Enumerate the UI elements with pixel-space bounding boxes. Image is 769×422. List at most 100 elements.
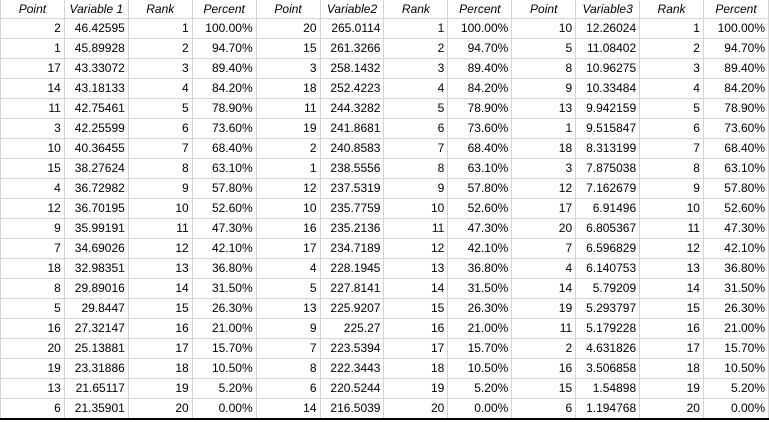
cell-point-2[interactable]: 2 [256,138,321,159]
cell-percent-3[interactable]: 68.40% [703,138,769,159]
cell-point-2[interactable]: 8 [256,358,321,379]
cell-percent-2[interactable]: 57.80% [447,178,513,199]
cell-rank-3[interactable]: 14 [639,278,704,299]
cell-variable-1[interactable]: 34.69026 [64,238,129,259]
cell-percent-1[interactable]: 15.70% [192,338,257,359]
cell-rank-1[interactable]: 5 [128,98,193,119]
cell-percent-1[interactable]: 78.90% [192,98,257,119]
cell-variable-3[interactable]: 5.79209 [575,278,641,299]
cell-rank-1[interactable]: 20 [128,398,193,420]
header-point-3[interactable]: Point [511,0,577,19]
cell-percent-2[interactable]: 47.30% [447,218,513,239]
cell-variable-3[interactable]: 8.313199 [575,138,641,159]
cell-percent-1[interactable]: 89.40% [192,58,257,79]
header-percent-2[interactable]: Percent [447,0,513,19]
cell-variable-3[interactable]: 7.875038 [575,158,641,179]
header-rank-2[interactable]: Rank [383,0,449,19]
cell-variable-3[interactable]: 10.96275 [575,58,641,79]
cell-point-1[interactable]: 5 [0,298,65,319]
cell-rank-2[interactable]: 4 [383,78,449,99]
cell-rank-2[interactable]: 19 [383,378,449,399]
cell-point-1[interactable]: 4 [0,178,65,199]
cell-point-2[interactable]: 9 [256,318,321,339]
cell-rank-1[interactable]: 4 [128,78,193,99]
cell-point-1[interactable]: 10 [0,138,65,159]
cell-percent-3[interactable]: 21.00% [703,318,769,339]
header-rank-3[interactable]: Rank [639,0,704,19]
cell-variable-3[interactable]: 6.91496 [575,198,641,219]
cell-percent-1[interactable]: 42.10% [192,238,257,259]
cell-variable-2[interactable]: 235.2136 [320,218,385,239]
cell-variable-1[interactable]: 43.33072 [64,58,129,79]
cell-variable-2[interactable]: 237.5319 [320,178,385,199]
cell-variable-1[interactable]: 23.31886 [64,358,129,379]
cell-variable-2[interactable]: 241.8681 [320,118,385,139]
cell-percent-2[interactable]: 26.30% [447,298,513,319]
cell-point-2[interactable]: 17 [256,238,321,259]
cell-point-3[interactable]: 19 [511,298,577,319]
cell-point-3[interactable]: 10 [511,18,577,39]
cell-percent-2[interactable]: 78.90% [447,98,513,119]
cell-rank-1[interactable]: 14 [128,278,193,299]
cell-percent-1[interactable]: 26.30% [192,298,257,319]
cell-percent-2[interactable]: 42.10% [447,238,513,259]
cell-percent-2[interactable]: 68.40% [447,138,513,159]
cell-variable-3[interactable]: 1.54898 [575,378,641,399]
cell-point-3[interactable]: 20 [511,218,577,239]
cell-point-1[interactable]: 12 [0,198,65,219]
cell-point-3[interactable]: 16 [511,358,577,379]
cell-variable-3[interactable]: 4.631826 [575,338,641,359]
cell-percent-3[interactable]: 36.80% [703,258,769,279]
cell-percent-3[interactable]: 10.50% [703,358,769,379]
cell-variable-3[interactable]: 10.33484 [575,78,641,99]
cell-point-3[interactable]: 13 [511,98,577,119]
cell-rank-1[interactable]: 11 [128,218,193,239]
cell-variable-2[interactable]: 234.7189 [320,238,385,259]
cell-rank-2[interactable]: 17 [383,338,449,359]
cell-variable-2[interactable]: 240.8583 [320,138,385,159]
header-percent-1[interactable]: Percent [192,0,257,19]
cell-percent-3[interactable]: 78.90% [703,98,769,119]
cell-point-1[interactable]: 3 [0,118,65,139]
cell-point-3[interactable]: 15 [511,378,577,399]
cell-rank-1[interactable]: 9 [128,178,193,199]
header-variable-3[interactable]: Variable3 [575,0,641,19]
cell-rank-3[interactable]: 18 [639,358,704,379]
cell-percent-1[interactable]: 31.50% [192,278,257,299]
cell-point-2[interactable]: 18 [256,78,321,99]
cell-variable-1[interactable]: 42.25599 [64,118,129,139]
cell-point-1[interactable]: 9 [0,218,65,239]
cell-variable-1[interactable]: 43.18133 [64,78,129,99]
cell-percent-3[interactable]: 94.70% [703,38,769,59]
cell-variable-1[interactable]: 45.89928 [64,38,129,59]
cell-point-3[interactable]: 2 [511,338,577,359]
cell-percent-3[interactable]: 57.80% [703,178,769,199]
cell-rank-2[interactable]: 6 [383,118,449,139]
cell-point-1[interactable]: 7 [0,238,65,259]
cell-percent-3[interactable]: 89.40% [703,58,769,79]
cell-rank-3[interactable]: 10 [639,198,704,219]
cell-percent-3[interactable]: 52.60% [703,198,769,219]
cell-rank-3[interactable]: 12 [639,238,704,259]
cell-variable-3[interactable]: 5.293797 [575,298,641,319]
cell-percent-2[interactable]: 36.80% [447,258,513,279]
cell-point-1[interactable]: 11 [0,98,65,119]
cell-percent-3[interactable]: 63.10% [703,158,769,179]
cell-point-3[interactable]: 8 [511,58,577,79]
cell-percent-2[interactable]: 89.40% [447,58,513,79]
cell-point-2[interactable]: 11 [256,98,321,119]
cell-rank-3[interactable]: 2 [639,38,704,59]
cell-point-1[interactable]: 18 [0,258,65,279]
cell-variable-1[interactable]: 36.72982 [64,178,129,199]
cell-rank-1[interactable]: 2 [128,38,193,59]
cell-rank-1[interactable]: 3 [128,58,193,79]
cell-variable-3[interactable]: 3.506858 [575,358,641,379]
cell-point-2[interactable]: 16 [256,218,321,239]
cell-rank-2[interactable]: 10 [383,198,449,219]
cell-point-1[interactable]: 8 [0,278,65,299]
cell-point-2[interactable]: 3 [256,58,321,79]
cell-rank-1[interactable]: 13 [128,258,193,279]
cell-rank-2[interactable]: 14 [383,278,449,299]
cell-percent-2[interactable]: 10.50% [447,358,513,379]
cell-rank-1[interactable]: 10 [128,198,193,219]
